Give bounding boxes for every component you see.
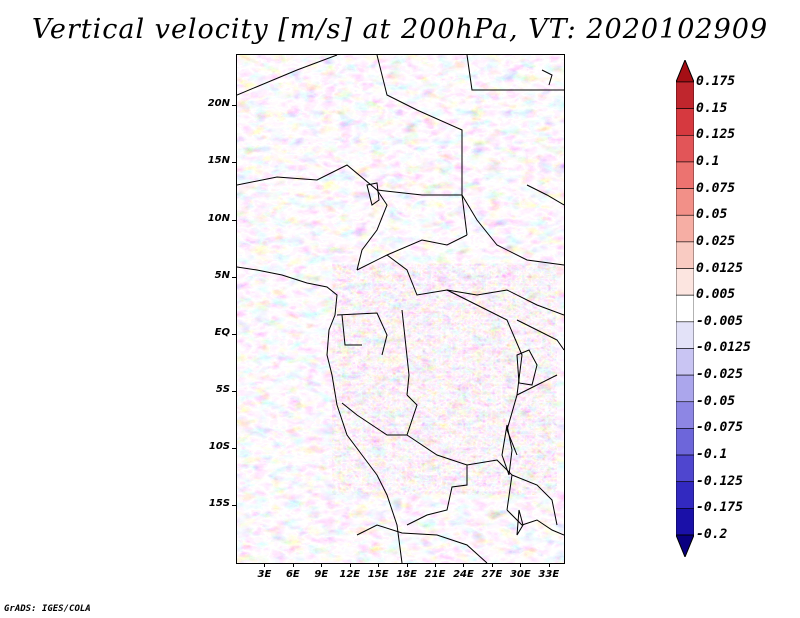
longitude-tick xyxy=(264,563,266,567)
longitude-label: 21E xyxy=(424,569,446,580)
vertical-velocity-field xyxy=(237,55,564,563)
colorbar-swatch xyxy=(676,108,694,136)
longitude-label: 6E xyxy=(285,569,300,580)
chart-title: Vertical velocity [m/s] at 200hPa, VT: 2… xyxy=(31,14,769,45)
longitude-tick xyxy=(435,563,437,567)
colorbar-label: -0.075 xyxy=(696,420,743,436)
map-panel xyxy=(236,54,565,564)
colorbar-label: 0.075 xyxy=(696,180,736,196)
latitude-label: 5N xyxy=(214,269,230,281)
colorbar-swatch xyxy=(676,188,694,216)
latitude-label: EQ xyxy=(214,326,230,338)
longitude-tick xyxy=(349,563,351,567)
colorbar-label: 0.175 xyxy=(696,74,736,89)
longitude-label: 3E xyxy=(257,569,272,580)
latitude-tick xyxy=(232,105,236,107)
colorbar-label: -0.05 xyxy=(696,393,736,409)
colorbar-label: 0.0125 xyxy=(696,260,743,276)
colorbar-label: 0.125 xyxy=(696,127,736,143)
latitude-label: 10N xyxy=(207,212,230,224)
colorbar-swatch xyxy=(676,134,694,163)
colorbar-label: -0.175 xyxy=(696,500,743,516)
latitude-tick xyxy=(232,219,236,221)
colorbar-swatch xyxy=(676,81,694,109)
longitude-label: 27E xyxy=(481,569,503,580)
latitude-tick xyxy=(232,162,236,164)
colorbar-label: -0.025 xyxy=(696,367,743,383)
longitude-tick xyxy=(463,563,465,567)
longitude-label: 24E xyxy=(453,569,474,580)
convective-zone xyxy=(332,263,557,495)
colorbar-label: -0.1 xyxy=(696,447,728,463)
latitude-tick xyxy=(232,447,236,449)
longitude-label: 18E xyxy=(396,569,417,580)
longitude-tick xyxy=(378,563,380,567)
latitude-label: 20N xyxy=(207,98,230,110)
colorbar-swatch xyxy=(676,401,694,429)
colorbar-swatch xyxy=(676,508,694,536)
longitude-tick xyxy=(406,563,408,567)
latitude-tick xyxy=(232,276,236,278)
colorbar-label: 0.025 xyxy=(696,233,736,249)
latitude-label: 15N xyxy=(207,155,230,167)
country-borders xyxy=(237,55,564,563)
colorbar-swatch xyxy=(676,454,694,483)
latitude-tick xyxy=(232,333,236,335)
latitude-tick xyxy=(232,504,236,506)
longitude-tick xyxy=(292,563,294,567)
colorbar-label: 0.15 xyxy=(696,100,728,116)
colorbar-swatch xyxy=(676,214,694,243)
colorbar-bottom-arrow xyxy=(676,534,694,557)
colorbar-swatch xyxy=(676,374,694,403)
longitude-label: 30E xyxy=(509,569,531,580)
colorbar-top-arrow xyxy=(676,60,694,83)
colorbar-label: -0.0125 xyxy=(696,340,751,356)
longitude-label: 12E xyxy=(339,569,361,580)
longitude-label: 9E xyxy=(314,569,329,580)
longitude-tick xyxy=(321,563,323,567)
colorbar-swatches xyxy=(676,60,694,557)
colorbar-swatch xyxy=(676,241,694,269)
longitude-tick xyxy=(520,563,522,567)
colorbar-swatch xyxy=(676,428,694,456)
colorbar-label: -0.125 xyxy=(696,473,743,489)
latitude-label: 15S xyxy=(208,497,230,509)
colorbar-label: 0.05 xyxy=(696,207,728,223)
colorbar-swatch xyxy=(676,481,694,509)
colorbar-swatch xyxy=(676,348,694,376)
longitude-tick xyxy=(491,563,493,567)
latitude-label: 10S xyxy=(208,440,230,452)
longitude-label: 33E xyxy=(538,569,560,580)
colorbar-swatch xyxy=(676,161,694,189)
longitude-tick xyxy=(548,563,550,567)
colorbar-swatch xyxy=(676,321,694,349)
colorbar-label: -0.005 xyxy=(696,313,743,329)
colorbar-swatch xyxy=(676,294,694,323)
longitude-label: 15E xyxy=(367,569,389,580)
grads-credit: GrADS: IGES/COLA xyxy=(4,604,91,614)
colorbar-label: -0.2 xyxy=(696,527,728,542)
latitude-tick xyxy=(232,390,236,392)
colorbar-swatch xyxy=(676,268,694,296)
colorbar-label: 0.005 xyxy=(696,287,736,303)
colorbar-label: 0.1 xyxy=(696,153,720,169)
latitude-label: 5S xyxy=(215,383,230,395)
